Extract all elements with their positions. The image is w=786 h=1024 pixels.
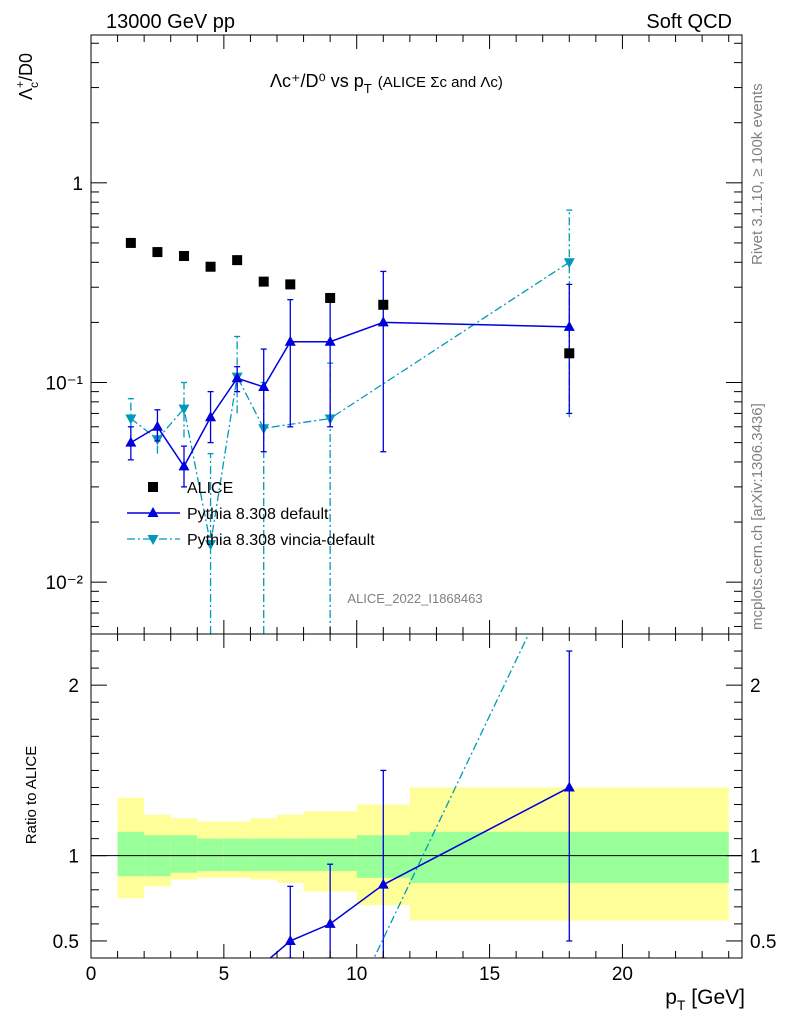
band-inner (277, 838, 304, 872)
band-inner (223, 838, 251, 872)
y-tick-label: 1 (68, 847, 79, 868)
y-tick-label-right: 0.5 (750, 932, 776, 953)
lower-ylabel: Ratio to ALICE (23, 746, 40, 844)
vincia-point (205, 540, 217, 551)
default-point (377, 316, 389, 327)
upper-ylabel-main: Λ (16, 88, 36, 100)
x-tick-label: 15 (479, 964, 500, 985)
x-axis-label-rest: [GeV] (685, 986, 745, 1009)
y-tick-label: 2 (68, 676, 79, 697)
y-tick-label: 10⁻² (46, 573, 84, 594)
default-point (151, 420, 163, 431)
alice-point (325, 292, 336, 303)
alice-point (179, 251, 189, 262)
alice-point (285, 279, 296, 290)
y-tick-label: 10⁻¹ (46, 373, 84, 394)
y-tick-label: 1 (72, 174, 83, 195)
x-tick-label: 20 (612, 964, 633, 985)
x-tick-label: 10 (346, 964, 367, 985)
mcplots-label: mcplots.cern.ch [arXiv:1306.3436] (749, 403, 766, 630)
main-title-text: Λc⁺/D⁰ vs p (270, 71, 364, 91)
alice-point (564, 348, 575, 359)
band-inner (197, 838, 224, 872)
ratio-vincia-line (373, 634, 530, 958)
alice-point (378, 299, 389, 310)
upper-panel: 1 10⁻¹ 10⁻² (46, 34, 743, 635)
band-inner (117, 831, 145, 877)
upper-ylabel-rest: /D0 (16, 53, 36, 81)
legend-alice-marker (148, 482, 158, 492)
x-axis-label-sub: T (677, 997, 686, 1013)
vincia-point (178, 404, 190, 415)
default-point (258, 380, 270, 391)
default-point (205, 411, 217, 422)
default-point (563, 320, 575, 331)
upper-ylabel: Λc+/D0 (13, 53, 41, 100)
default-point (125, 436, 137, 447)
legend-label: Pythia 8.308 default (187, 506, 329, 523)
upper-ylabel-sup: + (13, 81, 27, 88)
default-point (231, 372, 243, 383)
lower-series (269, 634, 575, 958)
x-tick-label: 0 (86, 964, 97, 985)
header-left: 13000 GeV pp (106, 11, 235, 33)
x-axis-label: pT [GeV] (665, 986, 745, 1013)
header-right: Soft QCD (646, 11, 732, 33)
vincia-point (125, 414, 137, 425)
alice-point (258, 276, 269, 287)
default-point (324, 335, 336, 346)
x-tick-label: 5 (219, 964, 230, 985)
ratio-default-point (284, 934, 296, 945)
vincia-line (130, 261, 570, 545)
alice-point (205, 261, 216, 272)
main-title-note: (ALICE Σc and Λc) (378, 74, 503, 91)
vincia-point (563, 258, 575, 269)
x-axis-label-main: p (665, 986, 677, 1009)
y-tick-label-right: 2 (750, 676, 761, 697)
main-title-sub: T (364, 81, 372, 96)
lower-frame (90, 633, 743, 959)
band-inner (170, 835, 198, 873)
ratio-default-point (563, 781, 575, 792)
legend-label: Pythia 8.308 vincia-default (187, 532, 375, 549)
alice-point (232, 255, 243, 266)
default-line (130, 321, 570, 468)
y-tick-label: 0.5 (53, 932, 79, 953)
default-point (284, 335, 296, 346)
ratio-default-point (324, 917, 336, 928)
legend-label: ALICE (187, 480, 233, 497)
analysis-watermark: ALICE_2022_I1868463 (347, 591, 482, 606)
y-tick-label-right: 1 (750, 847, 761, 868)
legend: ALICE Pythia 8.308 default Pythia 8.308 vi… (127, 480, 375, 549)
alice-point (152, 247, 163, 258)
legend-vincia-marker (147, 535, 159, 545)
alice-point (125, 237, 136, 248)
upper-series (125, 209, 575, 634)
rivet-label: Rivet 3.1.10, ≥ 100k events (749, 83, 766, 265)
band-inner (250, 838, 277, 872)
ratio-default-point (377, 878, 389, 889)
legend-default-marker (147, 507, 159, 517)
upper-ylabel-sub: c (27, 82, 41, 88)
lower-panel: 0 5 10 15 20 0.5 0.5 1 1 2 2 (53, 633, 776, 985)
main-title: Λc⁺/D⁰ vs pT (ALICE Σc and Λc) (270, 71, 503, 96)
default-point (178, 460, 190, 471)
